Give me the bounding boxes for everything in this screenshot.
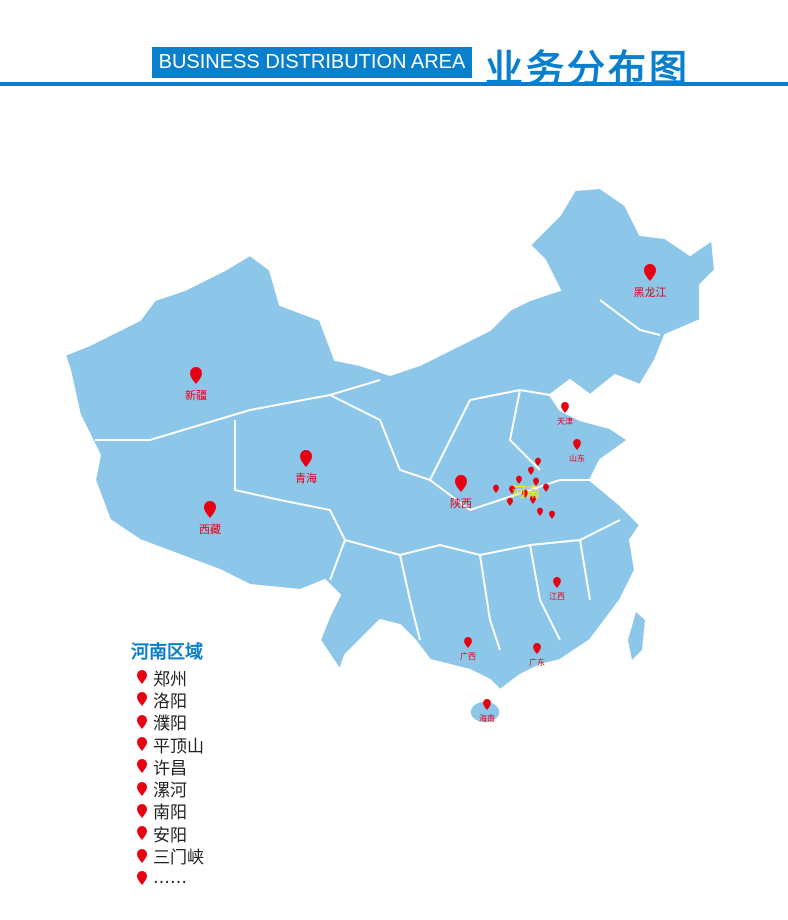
pin-icon	[137, 714, 147, 729]
map-pin-icon[interactable]	[204, 500, 216, 518]
map-pin-icon[interactable]	[561, 402, 569, 413]
pin-icon	[137, 803, 147, 818]
legend-item: 濮阳	[137, 711, 204, 735]
pin-icon	[137, 759, 147, 774]
province-label: 江西	[549, 592, 565, 601]
map-pin-icon[interactable]	[553, 577, 561, 588]
legend-item-label: 漯河	[153, 781, 187, 802]
legend-item-label: 安阳	[153, 825, 187, 846]
legend-item: 三门峡	[137, 844, 204, 869]
legend-item: ……	[137, 867, 204, 889]
map-pin-icon[interactable]	[464, 637, 472, 648]
legend-item-label: 南阳	[153, 803, 187, 824]
pin-icon	[137, 781, 147, 796]
map-pin-icon[interactable]	[516, 475, 522, 484]
map-pin-icon[interactable]	[493, 484, 499, 493]
map-pin-icon[interactable]	[483, 699, 491, 710]
province-label: 广东	[529, 657, 545, 667]
pin-icon	[137, 870, 147, 885]
map-pin-icon[interactable]	[528, 466, 534, 475]
map-pin-icon[interactable]	[530, 495, 536, 504]
legend-title: 河南区域	[131, 642, 203, 663]
china-mainland	[63, 186, 717, 692]
legend-item: 南阳	[137, 800, 204, 824]
legend-item: 平顶山	[137, 733, 204, 757]
pin-icon	[137, 670, 147, 685]
map-pin-icon[interactable]	[537, 507, 543, 516]
province-label: 青海	[295, 471, 317, 485]
map-pin-icon[interactable]	[573, 439, 581, 450]
province-label: 广西	[460, 651, 476, 661]
map-pin-icon[interactable]	[533, 643, 541, 654]
map-pin-icon[interactable]	[549, 510, 555, 519]
henan-label: 河南	[512, 485, 540, 501]
province-label: 山东	[569, 453, 585, 463]
map-pin-icon[interactable]	[644, 264, 656, 281]
legend-item: 郑州	[137, 666, 204, 690]
province-label: 西藏	[199, 523, 221, 536]
legend-item-label: 洛阳	[153, 691, 187, 712]
pin-icon	[137, 737, 147, 752]
province-label: 天津	[557, 416, 573, 426]
legend-item: 许昌	[137, 755, 204, 779]
province-label: 黑龙江	[634, 286, 667, 299]
legend-list: 郑州 洛阳 濮阳 平顶山 许昌 漯河 南阳 安阳 三门峡……	[137, 666, 204, 889]
pin-icon	[137, 848, 147, 863]
legend-item-label: 郑州	[153, 669, 187, 690]
legend-item: 漯河	[137, 777, 204, 802]
legend-item-label: ……	[153, 867, 187, 888]
province-borders	[95, 299, 661, 651]
map-pin-icon[interactable]	[535, 457, 541, 466]
map-pin-icon[interactable]	[507, 497, 513, 506]
map-pin-icon[interactable]	[190, 367, 202, 384]
province-label: 海南	[479, 713, 495, 723]
legend-item: 安阳	[137, 822, 204, 846]
pin-icon	[137, 826, 147, 841]
pin-icon	[137, 692, 147, 707]
legend-item-label: 三门峡	[153, 848, 204, 869]
map-pin-icon[interactable]	[522, 489, 528, 498]
map-pin-icon[interactable]	[543, 483, 549, 492]
province-label: 新疆	[185, 388, 207, 402]
map-pin-icon[interactable]	[455, 475, 467, 492]
legend-item-label: 平顶山	[153, 736, 204, 757]
legend-item-label: 濮阳	[153, 714, 187, 735]
legend-item: 洛阳	[137, 688, 204, 712]
english-title: BUSINESS DISTRIBUTION AREA	[152, 47, 472, 78]
map-pin-icon[interactable]	[533, 477, 539, 486]
taiwan-island	[628, 612, 645, 660]
legend-item-label: 许昌	[153, 758, 187, 779]
map-pin-icon[interactable]	[300, 450, 312, 467]
header-divider	[0, 82, 788, 86]
map-pin-icon[interactable]	[509, 485, 515, 494]
province-label: 陕西	[450, 496, 472, 510]
